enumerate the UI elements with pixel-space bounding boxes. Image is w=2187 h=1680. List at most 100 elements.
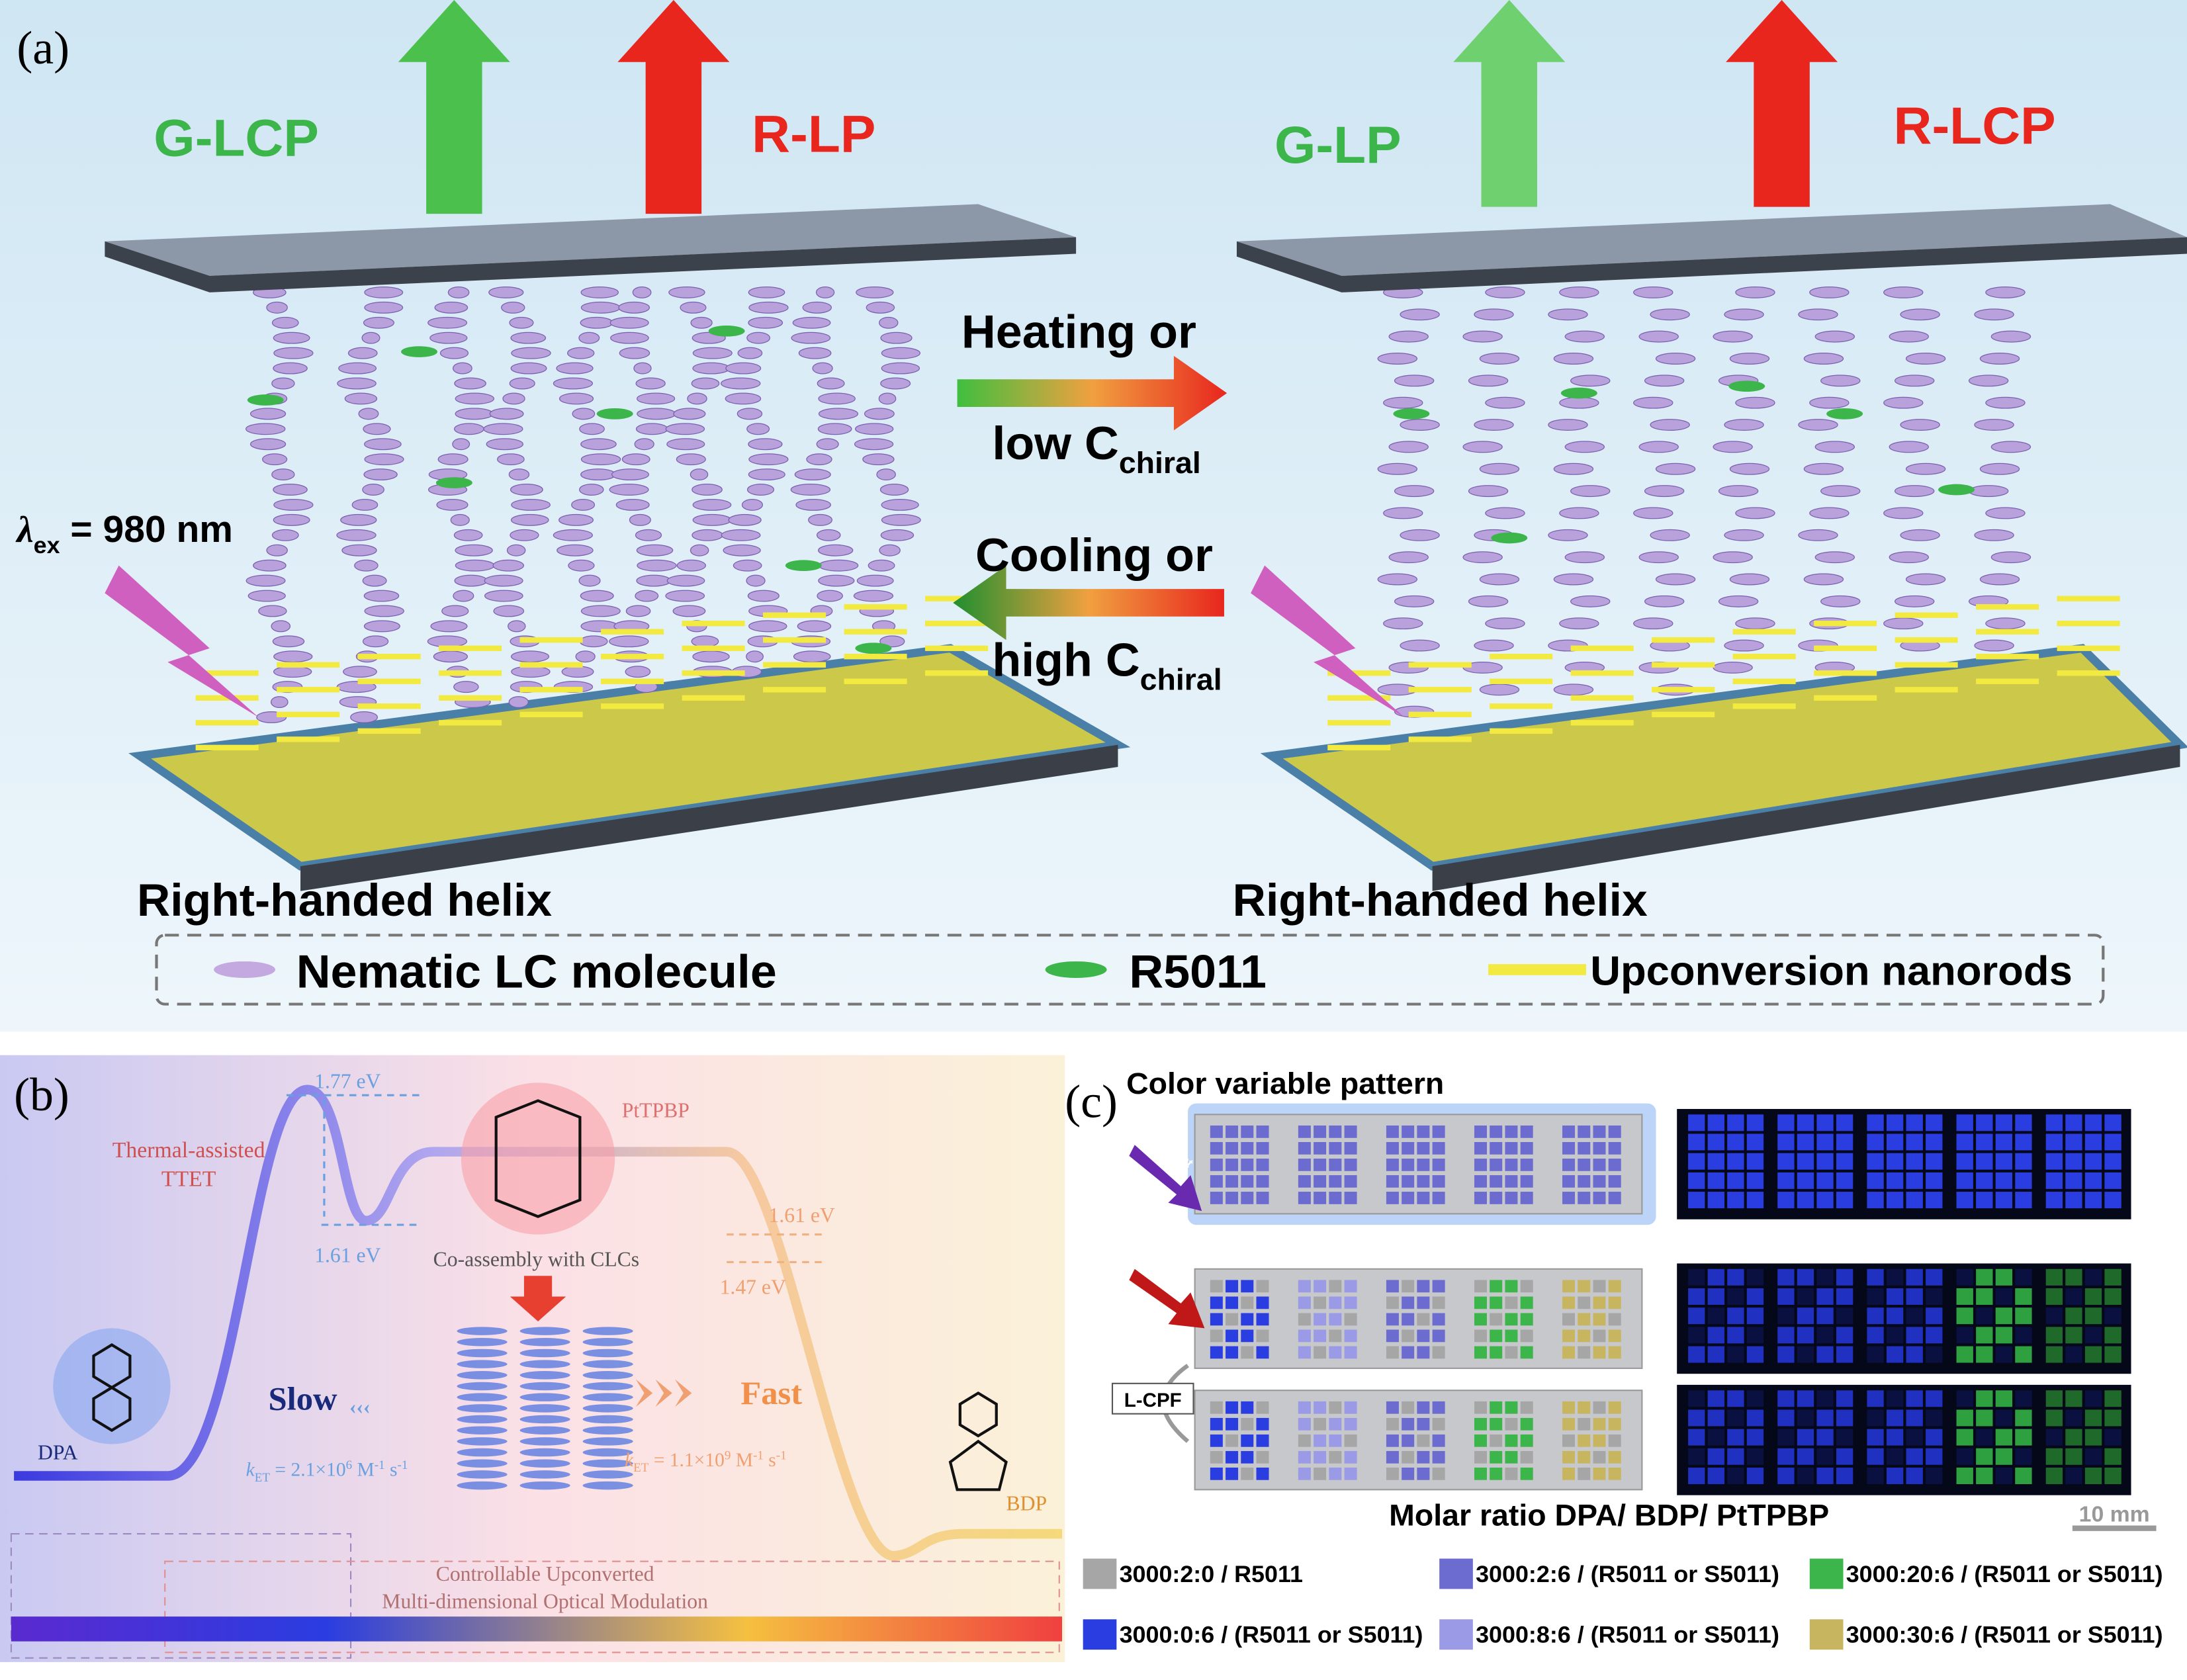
pattern-dot [1474, 1142, 1487, 1155]
photo-dot [1995, 1346, 2013, 1363]
lc-molecule [1718, 485, 1759, 498]
photo-dot [1777, 1268, 1795, 1286]
photo-dot [1886, 1307, 1904, 1325]
laser-arrow [1129, 1268, 1205, 1329]
lc-molecule [818, 559, 859, 572]
photo-dot [1956, 1288, 1973, 1305]
nanorod [2057, 621, 2120, 627]
pattern-dot [1210, 1280, 1223, 1293]
pattern-dot [1344, 1175, 1357, 1188]
lc-molecule [427, 316, 468, 329]
lc-molecule [1803, 573, 1844, 586]
rate-part: -1 [753, 1449, 764, 1463]
photo-dot [1886, 1448, 1904, 1465]
photo-dot [2015, 1133, 2032, 1151]
clc-layer [457, 1481, 508, 1490]
lc-molecule [337, 377, 377, 390]
lc-molecule [636, 574, 672, 587]
photo-dot [1688, 1467, 1705, 1484]
photo-dot [1995, 1327, 2013, 1344]
r5011-molecule [1826, 408, 1863, 420]
helix-label: Right-handed helix [137, 875, 552, 926]
lc-molecule [1468, 595, 1509, 607]
nanorod [601, 678, 664, 684]
lc-molecule [725, 362, 762, 375]
photo-dot [1777, 1327, 1795, 1344]
clc-layer [582, 1382, 633, 1391]
lc-molecule [1655, 353, 1696, 365]
lc-molecule [818, 408, 858, 420]
lc-molecule [629, 513, 651, 526]
pattern-dot [1432, 1467, 1445, 1480]
pattern-dot [1344, 1329, 1357, 1343]
photo-dot [1836, 1192, 1853, 1209]
photo-dot [1707, 1327, 1724, 1344]
lc-molecule [609, 635, 649, 648]
photo-dot [1688, 1346, 1705, 1363]
pattern-dot [1593, 1450, 1606, 1464]
photo-dot [1926, 1409, 1943, 1427]
lc-molecule [363, 316, 395, 329]
photo-dot [1995, 1307, 2013, 1325]
pattern-dot [1474, 1313, 1487, 1326]
lc-molecule [793, 650, 831, 663]
lc-molecule [273, 484, 308, 496]
pattern-dot [1505, 1159, 1518, 1171]
nanorod [2057, 645, 2120, 651]
lc-molecule [723, 544, 761, 556]
pattern-dot [1474, 1467, 1487, 1480]
pattern-dot [1402, 1280, 1415, 1293]
pattern-dot [1256, 1450, 1269, 1464]
emission-label: G-LP [1274, 115, 1402, 173]
photo-dot [1707, 1153, 1724, 1170]
photo-dot [1688, 1192, 1705, 1209]
pattern-dot [1432, 1126, 1445, 1138]
photo-dot [1886, 1429, 1904, 1446]
photo-dot [2104, 1153, 2121, 1170]
lc-molecule [1468, 375, 1509, 387]
nanorod [925, 596, 989, 601]
photo-dot [2015, 1172, 2032, 1189]
lc-molecule [856, 574, 894, 587]
photo-dot [1797, 1448, 1814, 1465]
lc-molecule [450, 513, 470, 526]
lc-molecule [1394, 595, 1435, 607]
ptpbp-glow [461, 1083, 615, 1235]
pattern-dot [1256, 1280, 1269, 1293]
pattern-dot [1432, 1159, 1445, 1171]
lc-molecule [492, 559, 525, 572]
pattern-dot [1562, 1142, 1576, 1155]
pattern-dot [1490, 1434, 1503, 1447]
nanorod [195, 744, 259, 751]
pattern-dot [1562, 1329, 1576, 1343]
photo-dot [2045, 1467, 2063, 1484]
lc-molecule [427, 635, 468, 648]
lc-molecule [818, 544, 854, 556]
nanorod [1976, 604, 2039, 610]
photo-dot [2065, 1307, 2082, 1325]
lc-molecule [817, 423, 852, 435]
pattern-dot [1298, 1401, 1311, 1414]
pattern-dot [1520, 1450, 1533, 1464]
photo-dot [1976, 1346, 1993, 1363]
lc-molecule [747, 590, 780, 602]
substrate-edge [300, 744, 1118, 891]
photo-dot [1797, 1268, 1814, 1286]
photo-dot [1886, 1153, 1904, 1170]
lc-molecule [1479, 353, 1520, 365]
pattern-dot [1578, 1417, 1591, 1431]
lc-molecule [266, 544, 288, 556]
photo-dot [2065, 1327, 2082, 1344]
lc-molecule [1559, 286, 1599, 298]
pattern-dot [1226, 1296, 1239, 1309]
nanorod [1408, 736, 1472, 742]
photo-dot [1688, 1409, 1705, 1427]
lc-molecule [364, 301, 404, 314]
lc-molecule [1383, 617, 1423, 630]
r5011-molecule [435, 477, 472, 488]
clc-layer [457, 1360, 508, 1368]
uv-arrow [1129, 1145, 1202, 1212]
pattern-dot [1329, 1417, 1342, 1431]
photo-dot [2104, 1448, 2121, 1465]
